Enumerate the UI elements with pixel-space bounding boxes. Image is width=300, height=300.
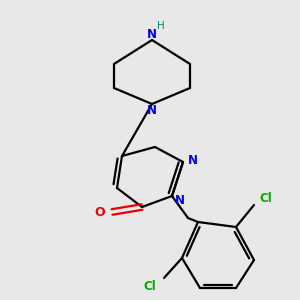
Text: N: N [175,194,185,208]
Text: N: N [147,28,157,40]
Text: O: O [95,206,105,218]
Text: N: N [188,154,198,166]
Text: H: H [157,21,165,31]
Text: Cl: Cl [260,193,272,206]
Text: Cl: Cl [144,280,156,292]
Text: N: N [147,103,157,116]
